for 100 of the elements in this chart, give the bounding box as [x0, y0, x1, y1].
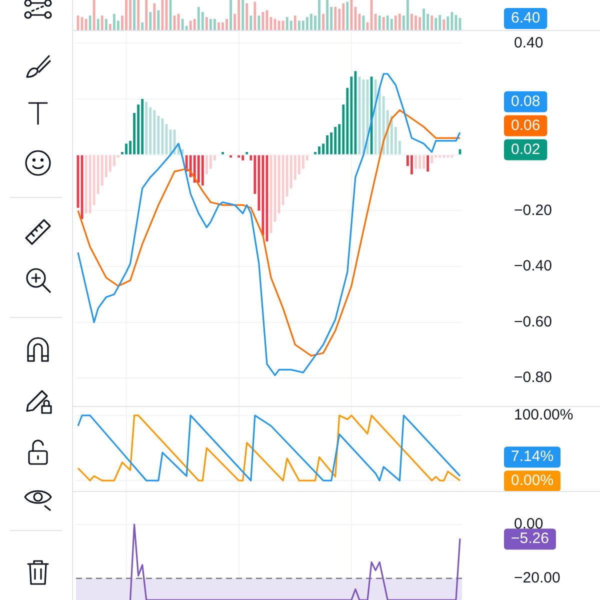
bar: [406, 0, 409, 30]
bar: [350, 0, 353, 30]
bar: [133, 0, 136, 30]
bar: [374, 14, 377, 30]
bar: [382, 17, 385, 30]
y-tick-label: −20.00: [514, 570, 560, 587]
y-tick-label: 100.00%: [514, 406, 574, 424]
bar: [137, 0, 140, 30]
bar: [201, 155, 204, 186]
bar: [145, 0, 148, 30]
bar: [125, 144, 128, 154]
bar: [326, 0, 329, 30]
bar: [129, 0, 132, 30]
bar: [298, 20, 300, 30]
bar: [278, 155, 280, 214]
bar: [326, 135, 329, 154]
bar: [442, 20, 446, 30]
bar: [149, 12, 152, 30]
bar: [302, 20, 304, 30]
bar: [426, 155, 430, 172]
bar: [246, 3, 248, 30]
bar: [430, 155, 434, 164]
bar: [88, 16, 92, 30]
bar: [334, 6, 337, 30]
bar: [422, 8, 426, 30]
y-tick-label: −0.60: [514, 313, 552, 330]
bar: [418, 17, 421, 30]
bar: [258, 16, 260, 30]
bar: [378, 16, 381, 30]
bar: [197, 6, 200, 30]
bar: [104, 18, 108, 30]
bar: [242, 0, 244, 30]
bar: [157, 10, 160, 30]
bar: [310, 14, 312, 30]
y-tick-label: 0.40: [514, 34, 544, 52]
bar: [414, 16, 417, 30]
bar: [145, 102, 148, 154]
text: −5.26: [511, 530, 549, 548]
bar: [92, 0, 96, 30]
bar: [438, 155, 442, 158]
bar: [222, 22, 224, 30]
bar: [230, 155, 232, 158]
bar: [161, 0, 164, 30]
bar: [96, 18, 100, 30]
bar: [438, 15, 442, 30]
bar: [125, 0, 128, 30]
bar: [342, 3, 345, 30]
bar: [410, 14, 413, 30]
y-tick-label: 0.00: [514, 516, 544, 533]
bar: [242, 155, 244, 160]
bar: [153, 110, 156, 154]
bar: [306, 17, 308, 30]
bar: [446, 155, 450, 158]
bar: [422, 155, 426, 169]
bar: [386, 16, 389, 30]
bar: [112, 14, 116, 30]
bar: [346, 2, 349, 30]
bar: [250, 16, 252, 30]
y-tick-label: −0.80: [514, 369, 552, 386]
bar: [278, 20, 280, 30]
y-tick-label: −0.20: [514, 202, 552, 219]
text: 0.06: [511, 116, 540, 134]
bar: [318, 146, 320, 154]
bar: [193, 18, 196, 30]
bar: [100, 16, 104, 30]
bar: [84, 155, 88, 214]
bar: [238, 0, 240, 30]
bar: [238, 155, 240, 158]
bar: [205, 155, 208, 174]
bar: [286, 17, 288, 30]
bar: [141, 98, 144, 154]
bar: [205, 17, 208, 30]
bar: [450, 155, 454, 158]
bar: [141, 22, 144, 30]
bar: [258, 155, 260, 211]
bar: [398, 14, 401, 30]
bar: [88, 155, 92, 214]
bar: [181, 18, 184, 30]
bar: [153, 3, 156, 30]
y-tick-label: 0.00%: [511, 472, 554, 490]
bar: [230, 0, 232, 30]
bar: [294, 16, 296, 30]
bar: [458, 149, 462, 154]
bar: [390, 18, 393, 30]
bar: [430, 16, 434, 30]
bar: [434, 18, 438, 30]
bar: [254, 2, 256, 30]
bar: [442, 155, 446, 158]
bar: [354, 71, 357, 154]
bar: [394, 16, 397, 30]
bar: [214, 18, 216, 30]
bar: [197, 155, 200, 183]
bar: [226, 18, 228, 30]
bar: [450, 12, 454, 30]
bar: [322, 14, 324, 30]
bar: [418, 155, 421, 169]
bar: [282, 20, 284, 30]
bar: [410, 155, 413, 174]
bar: [161, 118, 164, 154]
text: 7.14%: [511, 448, 554, 466]
